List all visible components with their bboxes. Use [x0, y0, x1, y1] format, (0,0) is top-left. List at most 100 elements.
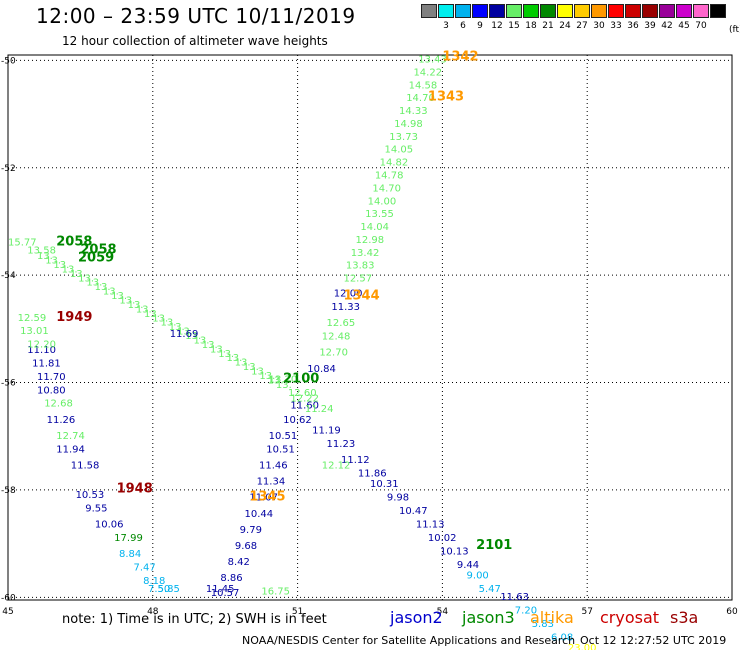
track-reading: 13. — [62, 264, 78, 275]
pass-time-marker: 2101 — [476, 538, 512, 553]
legend-swatch: 15 — [506, 4, 522, 34]
track-reading: 13. — [128, 300, 144, 311]
legend-color-box — [472, 4, 488, 18]
legend-label: 12 — [491, 21, 503, 31]
wave-height-label: 9.55 — [85, 503, 107, 514]
wave-height-label: 9.68 — [235, 541, 257, 552]
track-reading: 13. — [37, 251, 53, 262]
wave-height-label: 8.42 — [228, 557, 250, 568]
wave-height-label: 9.79 — [240, 525, 262, 536]
wave-height-label: 11.34 — [257, 477, 286, 488]
wave-height-label: 14.82 — [380, 158, 409, 169]
wave-height-label: 17.99 — [114, 533, 143, 544]
wave-height-label: 11.46 — [259, 460, 288, 471]
wave-height-label: 11.58 — [71, 460, 100, 471]
track-reading: 13. — [268, 375, 284, 386]
wave-height-label: 13.73 — [389, 132, 418, 143]
pass-time-marker: 1342 — [442, 49, 478, 64]
track-reading: 13. — [193, 335, 209, 346]
wave-height-label: 6.08 — [551, 632, 573, 643]
wave-height-label: 11.33 — [331, 302, 360, 313]
wave-height-label: 10.80 — [37, 385, 66, 396]
legend-swatch: 33 — [608, 4, 624, 34]
latitude-tick-label: -56 — [1, 379, 16, 389]
map-frame — [7, 54, 733, 601]
wave-height-label: 11.23 — [327, 439, 356, 450]
wave-height-label: 5.83 — [532, 619, 554, 630]
legend-swatch: 12 — [489, 4, 505, 34]
wave-height-label: 11.63 — [500, 592, 529, 603]
track-reading: 13. — [185, 331, 201, 342]
track-reading: 13. — [144, 309, 160, 320]
wave-height-label: 11.94 — [56, 444, 85, 455]
track-reading: 13. — [218, 349, 234, 360]
legend-swatch — [710, 4, 726, 34]
legend-color-box — [608, 4, 624, 18]
pass-time-marker: 2059 — [78, 251, 114, 266]
legend-swatch: 30 — [591, 4, 607, 34]
wave-height-label: 11.24 — [305, 404, 334, 415]
legend-swatch: 42 — [659, 4, 675, 34]
legend-label: 24 — [559, 21, 571, 31]
wave-height-label: 7.20 — [515, 605, 537, 616]
legend-swatch: 3 — [438, 4, 454, 34]
legend-color-box — [438, 4, 454, 18]
wave-height-label: 14.58 — [409, 80, 438, 91]
generation-timestamp: Oct 12 12:27:52 UTC 2019 — [580, 634, 727, 647]
track-reading: 13. — [235, 358, 251, 369]
track-reading: 13. — [103, 287, 119, 298]
longitude-tick-label: 48 — [147, 607, 159, 617]
legend-color-box — [489, 4, 505, 18]
page-subtitle: 12 hour collection of altimeter wave hei… — [62, 34, 328, 48]
legend-color-box — [710, 4, 726, 18]
legend-swatch: 70 — [693, 4, 709, 34]
credit-line: NOAA/NESDIS Center for Satellite Applica… — [242, 634, 576, 647]
wave-height-label: 11.81 — [32, 358, 61, 369]
wave-height-label: 16.75 — [261, 587, 290, 598]
pass-time-marker: 2100 — [283, 372, 319, 387]
wave-height-label: 12.98 — [356, 235, 385, 246]
legend-label: 70 — [695, 21, 707, 31]
satellite-s3a: s3a — [670, 608, 699, 627]
wave-height-label: 13.42 — [351, 248, 380, 259]
wave-height-label: 10.31 — [370, 479, 399, 490]
wave-height-label: 14.70 — [406, 93, 435, 104]
wave-height-label: 10.53 — [76, 490, 105, 501]
wave-height-label: 12.68 — [44, 399, 73, 410]
pass-time-marker: 1345 — [249, 490, 285, 505]
legend-swatch: 21 — [540, 4, 556, 34]
track-reading: 13. — [202, 340, 218, 351]
track-reading: 13. — [276, 380, 292, 391]
wave-height-label: 11.86 — [358, 469, 387, 480]
wave-height-label: 12.00 — [334, 289, 363, 300]
track-reading: 13. — [70, 269, 86, 280]
legend-label: 3 — [443, 21, 449, 31]
legend-color-box — [659, 4, 675, 18]
pass-time-marker: 2058 — [56, 235, 92, 250]
track-reading: 13. — [86, 278, 102, 289]
wave-height-label: 11.60 — [290, 400, 319, 411]
page-title: 12:00 – 23:59 UTC 10/11/2019 — [36, 4, 356, 28]
legend-color-box — [625, 4, 641, 18]
legend-color-box — [540, 4, 556, 18]
wave-height-label: 11.12 — [341, 455, 370, 466]
legend-swatch: 6 — [455, 4, 471, 34]
legend-label: 36 — [627, 21, 639, 31]
track-reading: 13. — [152, 313, 168, 324]
track-reading: 13. — [177, 327, 193, 338]
latitude-tick-label: -58 — [1, 486, 16, 496]
wave-height-label: 14.00 — [368, 196, 397, 207]
track-reading: 13. — [161, 318, 177, 329]
legend-color-box — [557, 4, 573, 18]
latitude-tick-label: -50 — [1, 56, 16, 66]
wave-height-label: 12.57 — [343, 274, 372, 285]
wave-height-label: 12.60 — [288, 388, 317, 399]
wave-height-label: 5.85 — [158, 584, 180, 595]
track-reading: 13. — [78, 273, 94, 284]
wave-height-label: 14.78 — [375, 170, 404, 181]
legend-color-box — [591, 4, 607, 18]
legend-swatch: 27 — [574, 4, 590, 34]
longitude-tick-label: 51 — [292, 607, 303, 617]
wave-height-label: 5.47 — [479, 584, 501, 595]
track-reading: 13. — [119, 295, 135, 306]
